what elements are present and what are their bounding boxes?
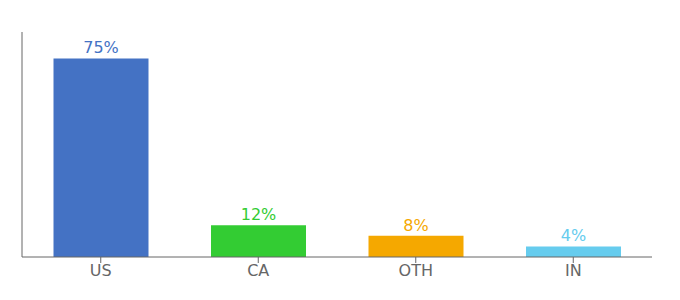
svg-text:US: US — [90, 261, 112, 280]
svg-text:4%: 4% — [561, 226, 586, 245]
svg-text:IN: IN — [565, 261, 582, 280]
svg-text:12%: 12% — [241, 205, 277, 224]
svg-text:CA: CA — [247, 261, 269, 280]
svg-text:OTH: OTH — [399, 261, 433, 280]
svg-text:75%: 75% — [83, 38, 119, 57]
svg-text:8%: 8% — [403, 216, 428, 235]
